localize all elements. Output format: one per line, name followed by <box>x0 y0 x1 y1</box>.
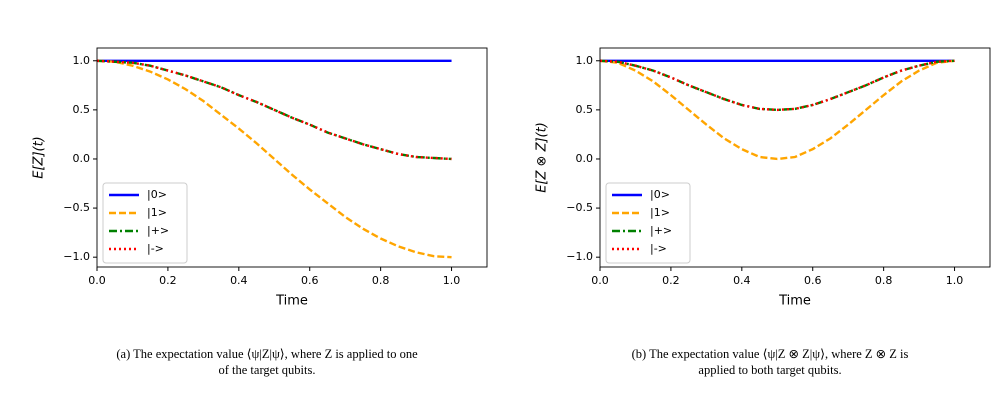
legend-label: |0> <box>147 188 167 201</box>
series-line <box>599 59 955 112</box>
x-tick-label: 0.6 <box>301 274 319 287</box>
y-tick-label: −0.5 <box>63 201 90 214</box>
legend-box <box>102 182 188 264</box>
series-line <box>96 59 452 259</box>
x-tick-label: 1.0 <box>443 274 461 287</box>
x-tick-label: 0.6 <box>804 274 822 287</box>
caption: of the target qubits. <box>219 363 316 377</box>
plot-frame <box>96 47 488 268</box>
y-axis-label: E[Z ⊗ Z](t) <box>535 122 550 193</box>
y-axis-label: E[Z](t) <box>32 136 47 179</box>
legend-label: |1> <box>147 206 167 219</box>
x-axis-label: Time <box>275 294 308 309</box>
legend-label: |0> <box>650 188 670 201</box>
legend-label: |-> <box>650 242 667 255</box>
x-tick-label: 0.4 <box>733 274 751 287</box>
legend-box <box>605 182 691 264</box>
x-tick-label: 0.2 <box>159 274 177 287</box>
x-tick-label: 0.8 <box>372 274 390 287</box>
x-tick-label: 0.8 <box>875 274 893 287</box>
plot-frame <box>599 47 991 268</box>
legend-label: |1> <box>650 206 670 219</box>
x-tick-label: 1.0 <box>946 274 964 287</box>
y-tick-label: 1.0 <box>73 54 91 67</box>
y-tick-label: 0.0 <box>576 152 594 165</box>
x-tick-label: 0.0 <box>88 274 106 287</box>
legend-label: |-> <box>147 242 164 255</box>
series-line <box>599 59 955 161</box>
y-tick-label: 0.5 <box>73 103 91 116</box>
y-tick-label: 0.5 <box>576 103 594 116</box>
caption: (a) The expectation value ⟨ψ|Z|ψ⟩, where… <box>116 347 418 361</box>
y-tick-label: −1.0 <box>63 250 90 263</box>
series-line <box>599 59 955 112</box>
legend-label: |+> <box>147 224 169 237</box>
x-tick-label: 0.2 <box>662 274 680 287</box>
x-tick-label: 0.0 <box>591 274 609 287</box>
y-tick-label: −0.5 <box>566 201 593 214</box>
x-axis-label: Time <box>778 294 811 309</box>
caption: (b) The expectation value ⟨ψ|Z ⊗ Z|ψ⟩, w… <box>632 347 909 361</box>
y-tick-label: 0.0 <box>73 152 91 165</box>
series-line <box>96 59 452 161</box>
caption: applied to both target qubits. <box>698 363 841 377</box>
legend-label: |+> <box>650 224 672 237</box>
y-tick-label: 1.0 <box>576 54 594 67</box>
y-tick-label: −1.0 <box>566 250 593 263</box>
x-tick-label: 0.4 <box>230 274 248 287</box>
